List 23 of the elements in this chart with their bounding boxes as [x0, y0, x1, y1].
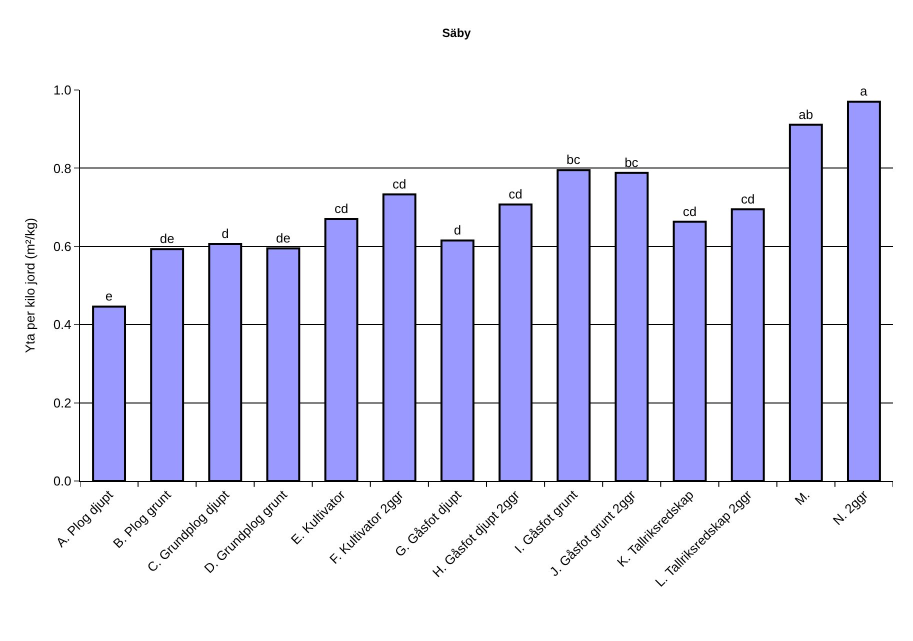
- data-label: cd: [508, 186, 522, 202]
- data-label: de: [160, 231, 174, 246]
- data-label: bc: [624, 154, 639, 170]
- data-label: a: [860, 84, 868, 99]
- data-label: cd: [682, 204, 697, 219]
- data-label: ab: [798, 106, 814, 122]
- y-tick-label: 1.0: [53, 82, 72, 98]
- data-label: cd: [392, 176, 406, 192]
- data-label: d: [222, 226, 229, 242]
- data-label: cd: [740, 191, 755, 206]
- y-tick-label: 0.0: [53, 474, 72, 489]
- y-axis-title: Yta per kilo jord (m²/kg): [22, 218, 38, 354]
- data-label: bc: [566, 152, 581, 168]
- y-tick-label: 0.8: [53, 160, 72, 176]
- data-label: cd: [334, 201, 348, 216]
- y-tick-label: 0.2: [53, 395, 72, 410]
- data-label: de: [276, 230, 290, 246]
- y-tick-label: 0.6: [53, 238, 72, 254]
- data-label: e: [105, 288, 113, 304]
- y-tick-label: 0.4: [53, 317, 72, 332]
- chart-title: Säby: [442, 26, 472, 40]
- data-label: d: [454, 222, 462, 238]
- x-tick-label: M.: [792, 487, 813, 508]
